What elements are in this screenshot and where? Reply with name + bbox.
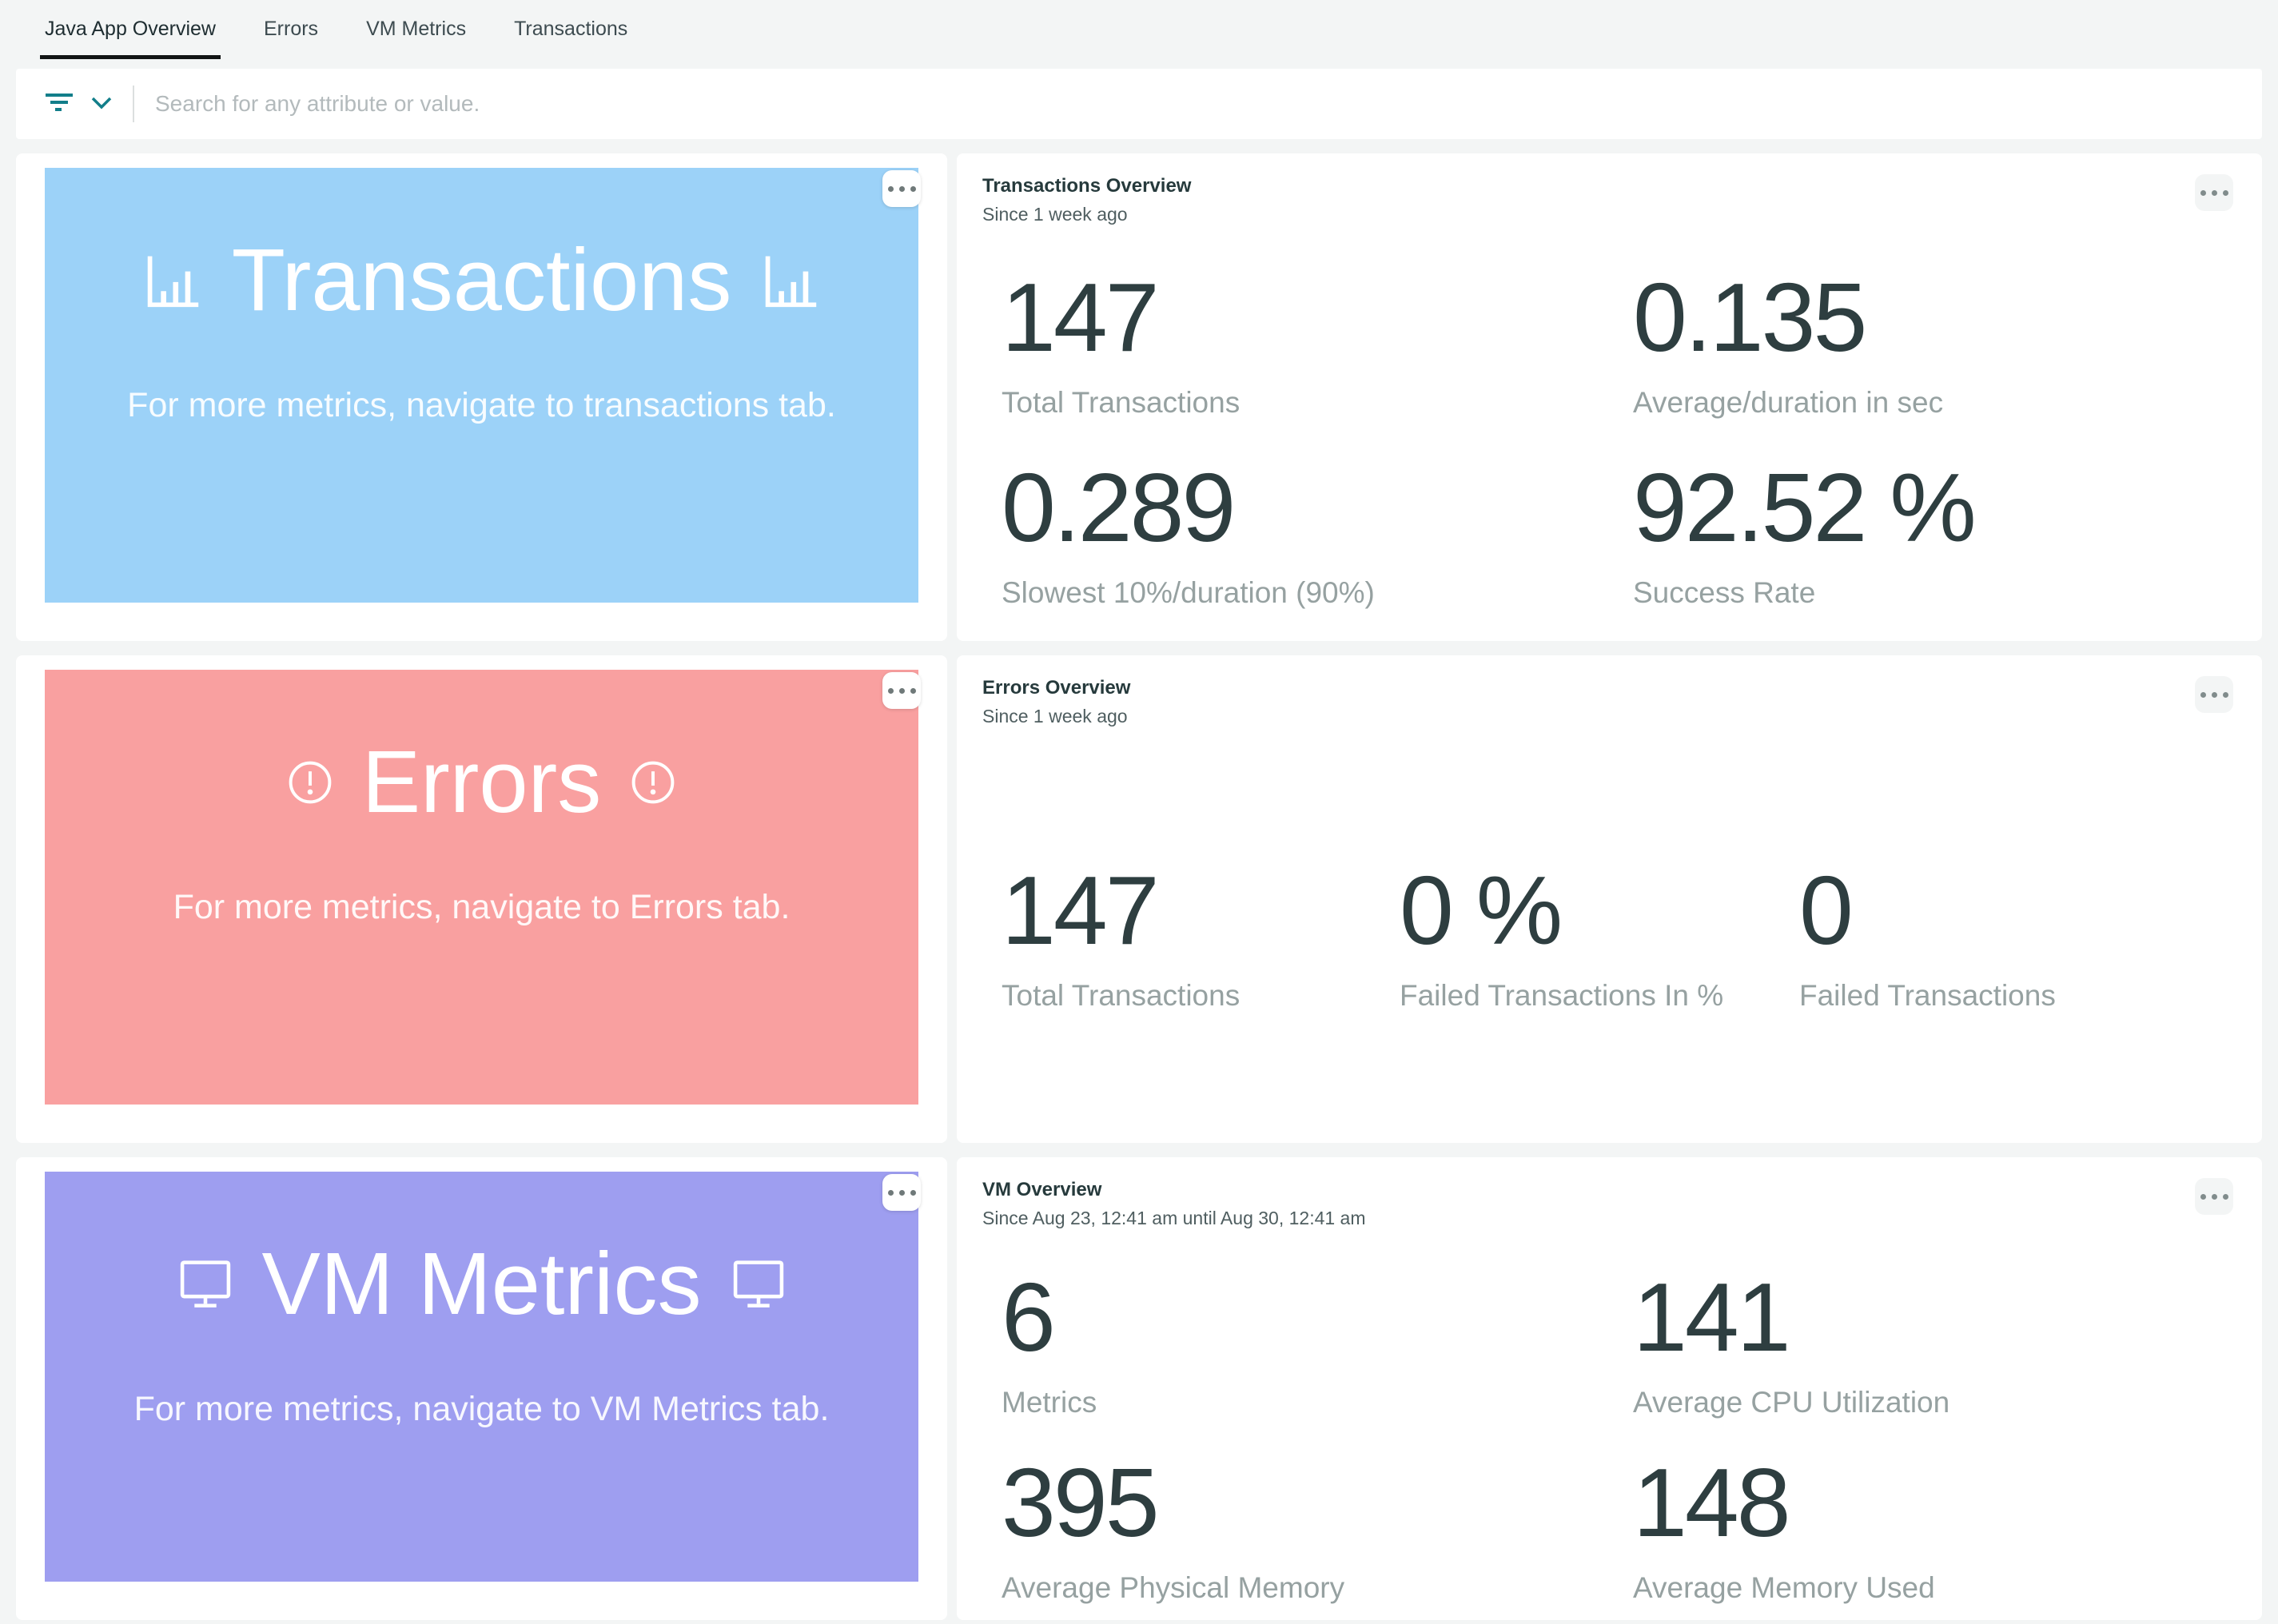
monitor-icon [731,1259,787,1310]
metric-value: 147 [1002,262,1160,372]
vm-tile-menu-button[interactable] [882,1174,921,1211]
tab-errors[interactable]: Errors [264,18,319,40]
dashboard-tabbar: Java App Overview Errors VM Metrics Tran… [0,0,2278,69]
metric-value: 148 [1633,1447,1791,1557]
ellipsis-icon [887,687,894,694]
metric: 92.52 % Success Rate [1633,456,2233,610]
errors-tile-menu-button[interactable] [882,672,921,709]
panel-title: VM Overview [982,1179,1102,1200]
metric-value: 0.289 [1002,452,1236,562]
metric-label: Failed Transactions [1799,978,2056,1012]
tile-subtext: For more metrics, navigate to transactio… [127,385,836,424]
transactions-overview-panel: Transactions Overview Since 1 week ago 1… [957,153,2262,641]
vm-metrics-tile-heading: VM Metrics [177,1234,787,1335]
metric-value: 92.52 % [1633,452,1977,562]
tile-subtext: For more metrics, navigate to Errors tab… [173,887,791,926]
metric: 148 Average Memory Used [1633,1451,2233,1605]
filter-dropdown-button[interactable] [91,97,112,112]
transactions-tile-heading: Transactions [142,230,822,332]
metric: 0.135 Average/duration in sec [1633,266,2233,420]
metric-value: 0 % [1400,855,1563,965]
vm-panel-menu-button[interactable] [2195,1178,2233,1215]
tab-transactions[interactable]: Transactions [514,18,628,40]
metric: 0 % Failed Transactions In % [1400,859,1799,1013]
metric-value: 0.135 [1633,262,1867,372]
transactions-tile-card: Transactions For more metrics, navigate … [16,153,947,641]
search-bar [16,69,2262,139]
ellipsis-icon [2200,1193,2206,1200]
transactions-metrics-grid: 147 Total Transactions 0.135 Average/dur… [982,266,2233,610]
metric-value: 0 [1799,855,1854,965]
errors-tile-card: Errors For more metrics, navigate to Err… [16,655,947,1143]
ellipsis-icon [2200,189,2206,196]
tile-heading-text: VM Metrics [261,1235,702,1333]
metric-label: Total Transactions [1002,978,1241,1012]
filter-icon [45,91,74,117]
panel-subtitle: Since 1 week ago [982,204,1128,225]
metric-value: 147 [1002,855,1160,965]
monitor-icon [177,1259,233,1310]
ellipsis-icon [887,1189,894,1196]
metric: 0 Failed Transactions [1799,859,2233,1013]
vm-metrics-tile[interactable]: VM Metrics For more metrics, navigate to… [45,1172,921,1582]
panel-title: Errors Overview [982,677,1131,699]
tile-heading-text: Transactions [231,231,732,329]
panel-subtitle: Since 1 week ago [982,706,1128,726]
errors-tile[interactable]: Errors For more metrics, navigate to Err… [45,670,921,1105]
ellipsis-icon [887,185,894,192]
metric-label: Success Rate [1633,575,1816,609]
vm-metrics-grid: 6 Metrics 141 Average CPU Utilization 39… [982,1266,2233,1605]
metric-label: Failed Transactions In % [1400,978,1724,1012]
metric-label: Slowest 10%/duration (90%) [1002,575,1375,609]
metric-label: Total Transactions [1002,385,1241,419]
tab-java-app-overview[interactable]: Java App Overview [40,13,221,59]
vm-overview-panel: VM Overview Since Aug 23, 12:41 am until… [957,1157,2262,1620]
transactions-tile[interactable]: Transactions For more metrics, navigate … [45,168,921,603]
bar-chart-icon [760,252,821,309]
alert-circle-icon [630,759,676,806]
search-input[interactable] [155,91,2238,117]
tile-heading-text: Errors [361,733,602,831]
ellipsis-icon [2200,691,2206,698]
metric-value: 395 [1002,1447,1160,1557]
metric-value: 141 [1633,1262,1791,1371]
row-transactions: Transactions For more metrics, navigate … [16,153,2262,641]
panel-subtitle: Since Aug 23, 12:41 am until Aug 30, 12:… [982,1208,1366,1228]
alert-circle-icon [287,759,333,806]
metric: 147 Total Transactions [1002,266,1633,420]
panel-title: Transactions Overview [982,175,1192,197]
errors-tile-heading: Errors [287,732,676,834]
metric-label: Average Physical Memory [1002,1570,1345,1604]
vm-metrics-tile-card: VM Metrics For more metrics, navigate to… [16,1157,947,1620]
tile-subtext: For more metrics, navigate to VM Metrics… [133,1389,830,1428]
metric: 6 Metrics [1002,1266,1633,1419]
metric: 0.289 Slowest 10%/duration (90%) [1002,456,1633,610]
filter-button[interactable] [45,91,74,117]
row-vm-metrics: VM Metrics For more metrics, navigate to… [16,1157,2262,1620]
metric-label: Average CPU Utilization [1633,1385,1950,1419]
row-errors: Errors For more metrics, navigate to Err… [16,655,2262,1143]
metric-label: Metrics [1002,1385,1097,1419]
transactions-panel-menu-button[interactable] [2195,174,2233,211]
bar-chart-icon [142,252,203,309]
tab-vm-metrics[interactable]: VM Metrics [366,18,467,40]
transactions-tile-menu-button[interactable] [882,170,921,207]
metric: 395 Average Physical Memory [1002,1451,1633,1605]
metric-label: Average Memory Used [1633,1570,1935,1604]
errors-metrics-grid: 147 Total Transactions 0 % Failed Transa… [982,859,2233,1013]
errors-panel-menu-button[interactable] [2195,676,2233,713]
metric: 141 Average CPU Utilization [1633,1266,2233,1419]
search-divider [133,86,134,122]
metric-label: Average/duration in sec [1633,385,1944,419]
metric: 147 Total Transactions [1002,859,1400,1013]
chevron-down-icon [91,97,112,112]
metric-value: 6 [1002,1262,1056,1371]
errors-overview-panel: Errors Overview Since 1 week ago 147 Tot… [957,655,2262,1143]
